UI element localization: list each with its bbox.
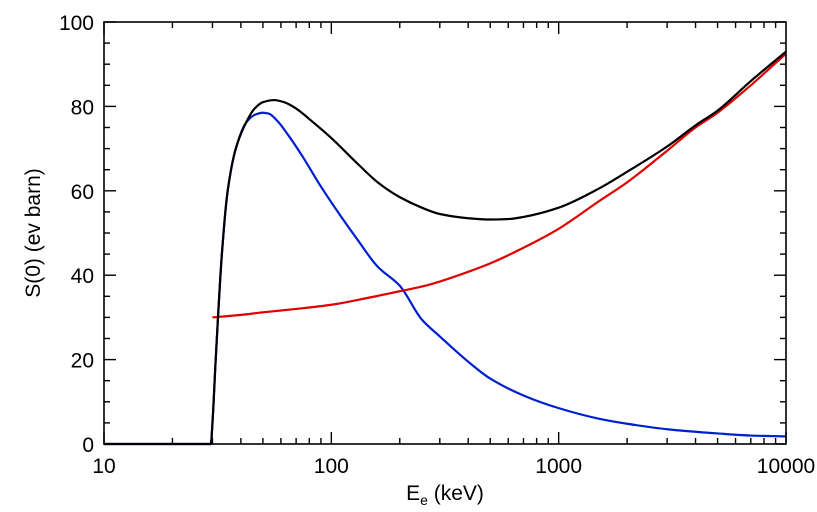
plot-frame: [103, 21, 787, 445]
y-tick-label: 40: [71, 265, 94, 288]
x-tick-label: 10: [92, 455, 115, 478]
x-axis-label: Ee (keV): [406, 482, 484, 508]
x-axis-label-unit: (keV): [428, 482, 484, 505]
x-tick-label: 100: [314, 455, 349, 478]
y-tick-label: 0: [82, 434, 94, 457]
x-axis-label-main: E: [406, 482, 420, 505]
axis-ticks: [103, 21, 787, 445]
series-line-black: [104, 50, 787, 446]
series-line-blue: [104, 111, 787, 446]
y-tick-label: 80: [71, 96, 94, 119]
y-tick-labels: 0 20 40 60 80 100: [59, 12, 94, 457]
x-axis-label-subscript: e: [420, 492, 428, 508]
series-line-red: [212, 52, 787, 319]
y-tick-label: 100: [59, 12, 94, 35]
x-tick-labels: 10 100 1000 10000: [92, 455, 815, 478]
y-tick-label: 60: [71, 181, 94, 204]
x-tick-label: 1000: [535, 455, 582, 478]
data-curves: [104, 50, 787, 446]
y-axis-label: S(0) (ev barn): [22, 168, 45, 298]
y-tick-label: 20: [71, 350, 94, 373]
x-tick-label: 10000: [757, 455, 815, 478]
